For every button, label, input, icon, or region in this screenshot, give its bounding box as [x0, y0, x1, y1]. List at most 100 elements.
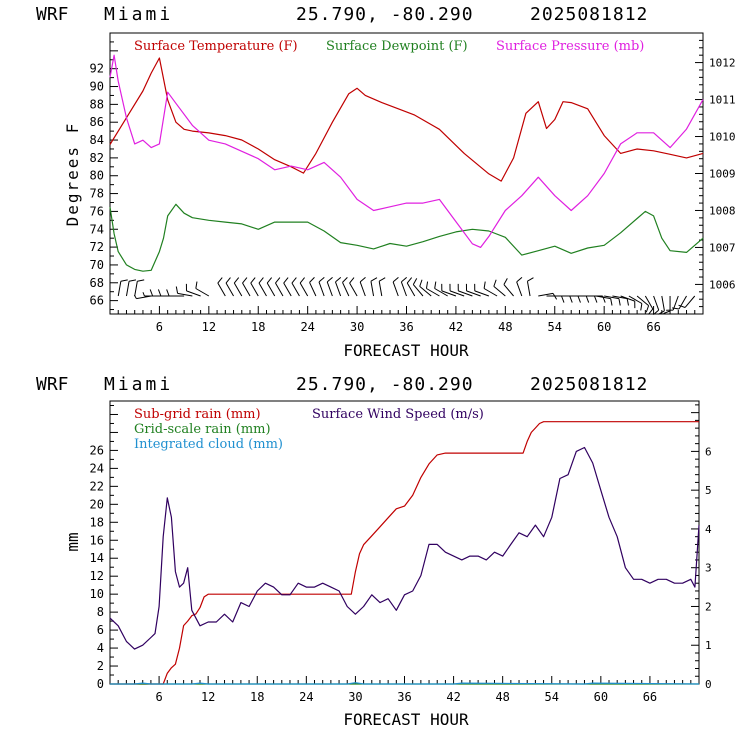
- wind-barb: [342, 277, 350, 297]
- legend-temperature: Surface Temperature (F): [134, 39, 298, 54]
- y-tick-label: 86: [90, 115, 104, 129]
- pressure-line: [109, 54, 704, 248]
- wind-barb: [233, 277, 243, 297]
- x-tick-label: 54: [548, 320, 562, 334]
- y-tick-label: 14: [90, 551, 104, 565]
- precipitation-x-axis-title: FORECAST HOUR: [343, 710, 469, 729]
- wind-barb: [595, 295, 613, 306]
- y2-tick-label: 1006: [709, 278, 736, 291]
- precipitation-x-axis: 6 12 18 24 30 36 42 48 54 60 66: [109, 676, 700, 704]
- y2-tick-label: 1010: [709, 131, 736, 144]
- y-tick-label: 22: [90, 479, 104, 493]
- header-run: 2025081812: [530, 4, 648, 25]
- x-tick-label: 60: [594, 690, 608, 704]
- legend-gridscale-rain: Grid-scale rain (mm): [134, 422, 271, 437]
- wind-speed-line: [109, 446, 700, 650]
- y2-tick-label: 3: [705, 562, 712, 575]
- y-tick-label: 26: [90, 443, 104, 457]
- y2-tick-label: 0: [705, 678, 712, 691]
- wind-barb: [175, 286, 193, 297]
- y2-tick-label: 5: [705, 484, 712, 497]
- y-tick-label: 10: [90, 587, 104, 601]
- legend-wind-speed: Surface Wind Speed (m/s): [312, 407, 484, 422]
- wind-barb: [217, 277, 226, 297]
- temperature-series-group: [109, 54, 704, 272]
- y-tick-label: 6: [97, 623, 104, 637]
- wind-barb: [117, 279, 128, 297]
- x-tick-label: 42: [449, 320, 463, 334]
- pressure-y-axis: 1006 1007 1008 1009 1010 1011 1012: [695, 32, 736, 315]
- y-tick-label: 18: [90, 515, 104, 529]
- wind-barb: [195, 281, 210, 297]
- x-tick-label: 60: [597, 320, 611, 334]
- wind-barb: [299, 277, 309, 297]
- temperature-x-axis-title: FORECAST HOUR: [343, 341, 469, 360]
- wind-barb: [291, 277, 300, 297]
- y2-tick-label: 4: [705, 523, 712, 536]
- wind-barb: [275, 277, 284, 297]
- x-tick-label: 6: [156, 320, 163, 334]
- wind-barb: [516, 276, 523, 297]
- wind-barb: [419, 279, 432, 297]
- wind-barbs: [117, 276, 696, 316]
- wind-barb: [335, 276, 342, 297]
- y2-tick-label: 1012: [709, 57, 736, 70]
- wind-barb: [620, 295, 636, 309]
- wind-barb: [425, 281, 440, 297]
- wind-barb: [258, 277, 267, 297]
- wind-barb: [483, 281, 498, 297]
- temperature-y-axis: 66 68 70 72 74 76 78 80 82 84 86 88 90 92: [90, 32, 118, 311]
- x-tick-label: 6: [155, 690, 162, 704]
- panel-precipitation: WRF Miami 25.790, -80.290 2025081812 6 12…: [36, 374, 712, 729]
- wind-barb: [503, 278, 514, 297]
- wind-barb: [283, 277, 292, 297]
- wind-barb: [359, 276, 366, 297]
- x-tick-label: 30: [350, 320, 364, 334]
- y2-tick-label: 1008: [709, 204, 736, 217]
- wind-barb: [474, 283, 490, 297]
- wind-barb: [628, 295, 643, 311]
- panel-temperature: WRF Miami 25.790, -80.290 2025081812 6 12…: [36, 4, 736, 360]
- wind-barb: [406, 277, 416, 297]
- wind-barb: [400, 276, 407, 297]
- y-tick-label: 78: [90, 187, 104, 201]
- y-tick-label: 24: [90, 461, 104, 475]
- wind-barb: [604, 295, 621, 306]
- precipitation-series-group: [109, 421, 700, 685]
- wind-barb: [612, 295, 629, 306]
- y-tick-label: 76: [90, 204, 104, 218]
- y2-tick-label: 1009: [709, 168, 736, 181]
- x-tick-label: 36: [399, 320, 413, 334]
- header-run-2: 2025081812: [530, 374, 648, 395]
- y-tick-label: 66: [90, 294, 104, 308]
- wind-barb: [250, 277, 259, 297]
- legend-dewpoint: Surface Dewpoint (F): [326, 39, 468, 54]
- wind-barb: [412, 278, 424, 297]
- temperature-plot-frame: [109, 32, 704, 315]
- y-tick-label: 80: [90, 169, 104, 183]
- x-tick-label: 24: [299, 690, 313, 704]
- wind-barb: [185, 283, 201, 297]
- wind-barb: [134, 279, 145, 297]
- y-tick-label: 82: [90, 151, 104, 165]
- temperature-line: [109, 57, 704, 182]
- x-tick-label: 48: [495, 690, 509, 704]
- integrated-cloud-line: [110, 682, 700, 685]
- legend-pressure: Surface Pressure (mb): [496, 39, 644, 54]
- y-tick-label: 0: [97, 677, 104, 691]
- x-tick-label: 18: [251, 320, 265, 334]
- x-tick-label: 24: [300, 320, 314, 334]
- y-tick-label: 74: [90, 222, 104, 236]
- wind-barb: [242, 277, 251, 297]
- subgrid-rain-line: [110, 421, 699, 685]
- x-tick-label: 12: [202, 320, 216, 334]
- y-tick-label: 88: [90, 97, 104, 111]
- y2-tick-label: 1007: [709, 241, 736, 254]
- header-coords: 25.790, -80.290: [296, 4, 474, 25]
- legend-integrated-cloud: Integrated cloud (mm): [134, 437, 283, 452]
- y-tick-label: 90: [90, 80, 104, 94]
- x-tick-label: 66: [643, 690, 657, 704]
- wind-barb: [266, 277, 276, 297]
